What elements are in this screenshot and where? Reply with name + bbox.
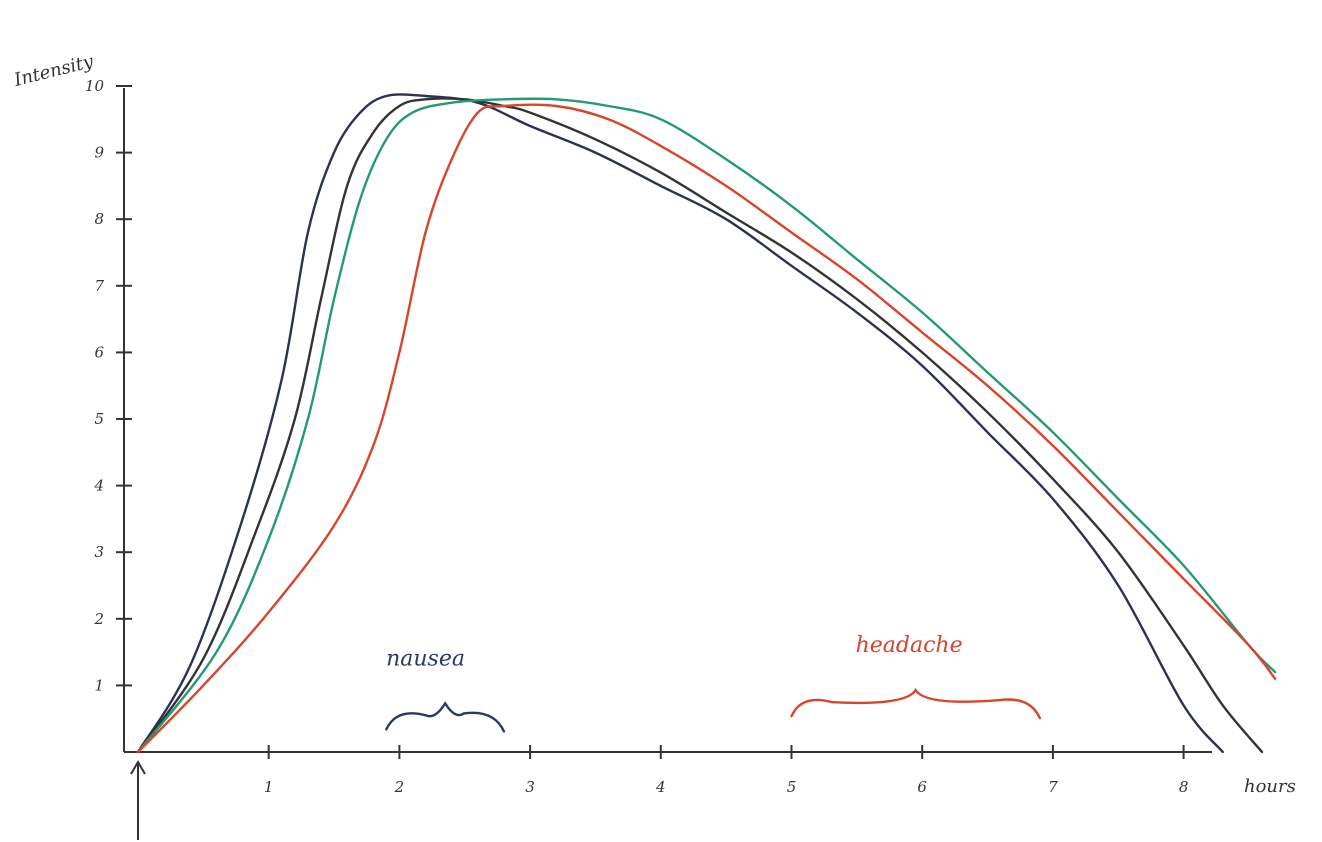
x-tick-label-1: 1 <box>264 778 274 796</box>
y-tick-label-10: 10 <box>85 77 105 95</box>
y-axis-title: Intensity <box>11 51 96 91</box>
series-group <box>136 93 1277 754</box>
x-tick-label-3: 3 <box>525 778 535 796</box>
x-tick-label-2: 2 <box>394 778 405 796</box>
x-tick-label-6: 6 <box>917 778 927 796</box>
origin-arrow-icon <box>130 760 146 840</box>
x-tick-label-5: 5 <box>787 778 797 796</box>
x-axis-title: hours <box>1244 776 1296 797</box>
series-line-1 <box>136 93 1224 754</box>
y-tick-label-3: 3 <box>94 543 104 561</box>
series-line-2 <box>136 97 1264 754</box>
annotation-brace-nausea <box>385 701 506 733</box>
annotation-label-nausea: nausea <box>386 646 465 671</box>
y-tick-label-1: 1 <box>94 676 104 694</box>
x-tick-label-7: 7 <box>1048 778 1058 796</box>
x-tick-label-4: 4 <box>655 778 666 796</box>
annotation-brace-headache <box>790 687 1042 720</box>
tick-labels: 1 2 3 4 5 6 7 8 1 2 3 4 5 6 7 8 9 10 <box>85 77 1188 796</box>
axis-ticks <box>116 85 1185 759</box>
y-tick-label-8: 8 <box>94 210 104 228</box>
series-line-3 <box>136 97 1277 754</box>
y-tick-label-5: 5 <box>94 410 104 428</box>
series-line-4 <box>136 103 1277 754</box>
x-tick-label-8: 8 <box>1179 778 1189 796</box>
annotation-label-headache: headache <box>856 633 963 658</box>
y-tick-label-4: 4 <box>93 477 104 495</box>
annotations: nausea headache <box>385 633 1042 733</box>
y-tick-label-9: 9 <box>94 144 104 162</box>
y-tick-label-6: 6 <box>94 343 104 361</box>
y-tick-label-7: 7 <box>94 277 104 295</box>
y-tick-label-2: 2 <box>93 610 104 628</box>
